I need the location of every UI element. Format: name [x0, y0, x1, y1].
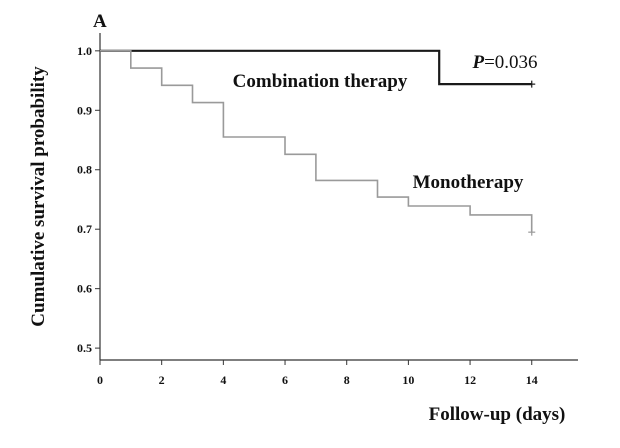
y-axis-label: Cumulative survival probability [28, 66, 49, 327]
series-line-monotherapy [100, 50, 533, 233]
y-tick-label: 0.9 [77, 103, 92, 117]
x-tick-label: 4 [220, 373, 226, 387]
series-layer [100, 49, 536, 236]
x-tick-label: 0 [97, 373, 103, 387]
x-tick-label: 8 [344, 373, 350, 387]
y-tick-label: 0.8 [77, 163, 92, 177]
y-ticks: 0.5 0.6 0.7 0.8 0.9 1.0 [77, 44, 100, 355]
x-axis-label: Follow-up (days) [429, 404, 566, 425]
y-tick-label: 0.5 [77, 341, 92, 355]
p-value-symbol: P [471, 52, 484, 73]
axes: 0 2 4 6 8 10 12 14 0.5 0.6 0.7 0.8 0.9 1.0 [77, 33, 578, 387]
x-ticks: 0 2 4 6 8 10 12 14 [97, 360, 538, 387]
x-tick-label: 2 [159, 373, 165, 387]
x-tick-label: 14 [526, 373, 538, 387]
x-tick-label: 10 [402, 373, 414, 387]
censor-marker [528, 80, 536, 88]
y-tick-label: 0.6 [77, 282, 92, 296]
series-label-combination-therapy: Combination therapy [233, 71, 408, 92]
y-tick-label: 1.0 [77, 44, 92, 58]
series-label-monotherapy: Monotherapy [413, 172, 524, 193]
p-value-annotation: P=0.036 [471, 52, 537, 73]
series-line-combination-therapy [100, 49, 532, 86]
panel-label: A [93, 11, 107, 32]
censor-marker [528, 228, 536, 236]
p-value-number: =0.036 [484, 52, 537, 73]
y-tick-label: 0.7 [77, 222, 92, 236]
x-tick-label: 6 [282, 373, 288, 387]
x-tick-label: 12 [464, 373, 476, 387]
